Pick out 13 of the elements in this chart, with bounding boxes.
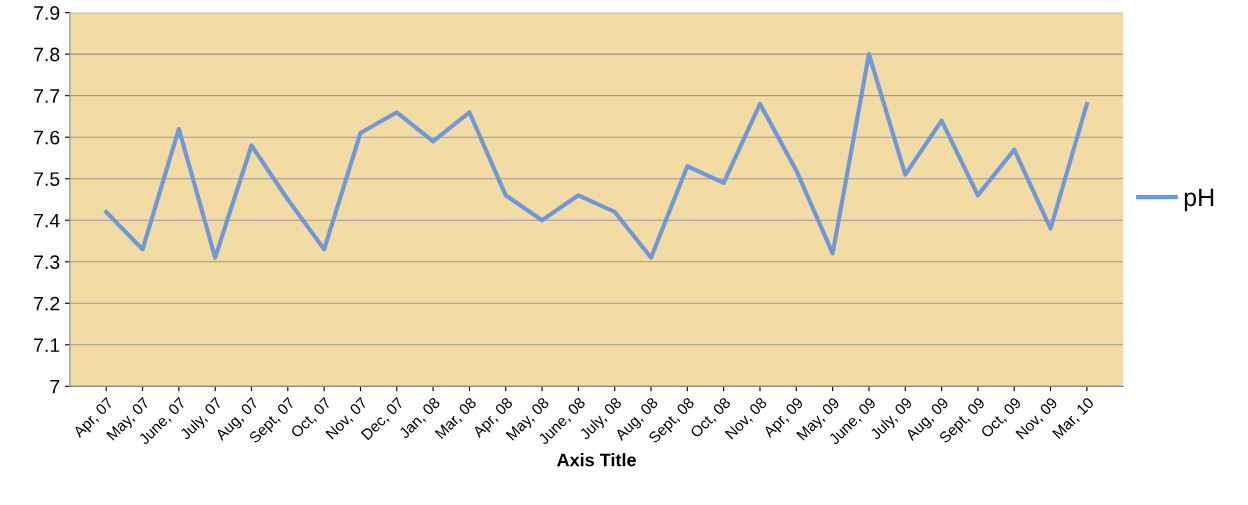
legend-label: pH	[1184, 188, 1214, 212]
y-tick-label: 7.4	[34, 213, 60, 228]
y-tick-label: 7.3	[34, 255, 60, 269]
y-tick-label: 7	[50, 379, 60, 394]
line-series	[104, 52, 1089, 260]
y-tick-label: 7.6	[34, 130, 60, 145]
y-tick-label: 7.9	[34, 6, 60, 20]
y-tick-label: 7.8	[34, 47, 60, 62]
y-tick-label: 7.2	[34, 296, 60, 311]
y-tick-label: 7.7	[34, 89, 60, 103]
y-tick-label: 7.1	[34, 338, 60, 352]
y-tick-label: 7.5	[34, 172, 60, 186]
x-axis-title: Axis Title	[557, 453, 636, 467]
